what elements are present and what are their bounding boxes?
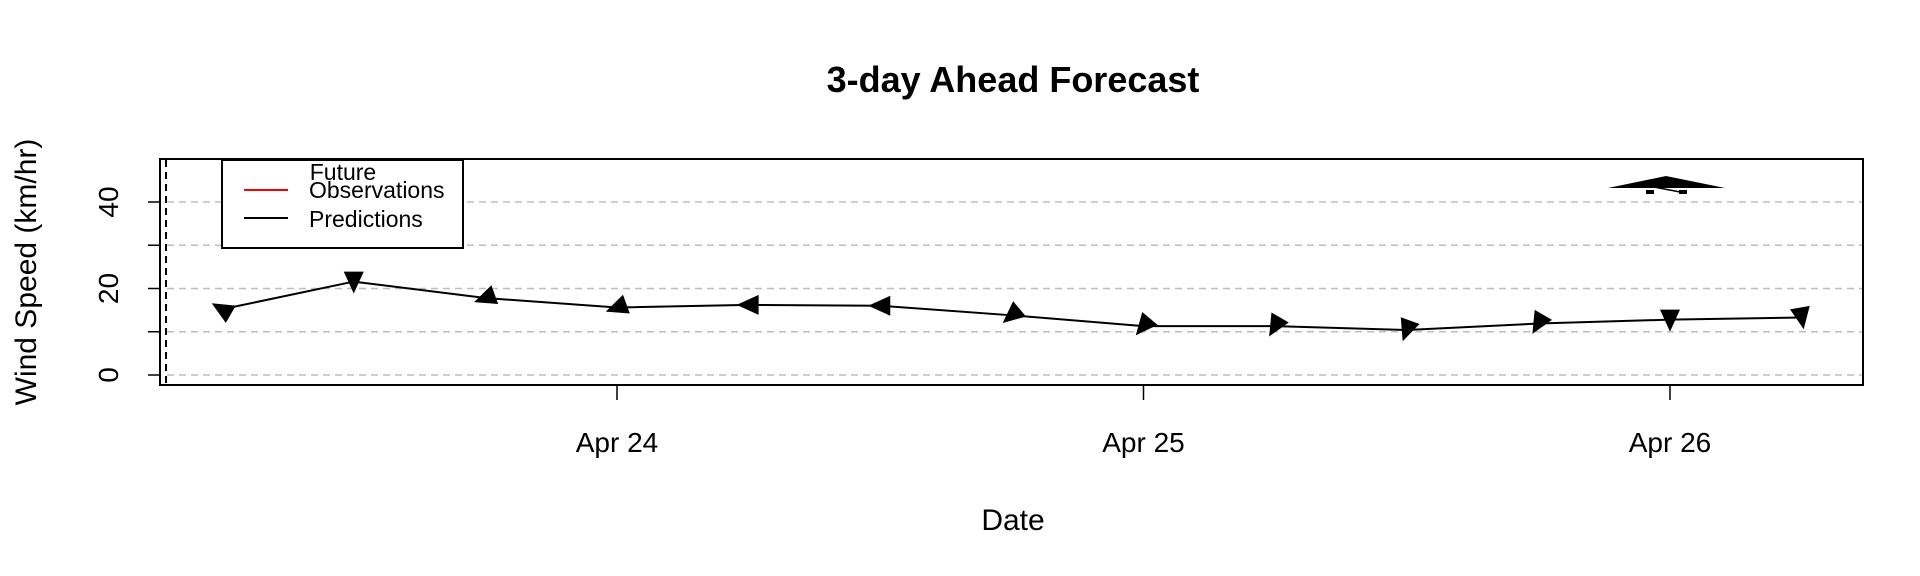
y-tick-label: 40 [93,186,124,217]
wind-arrow-point [474,285,499,304]
legend-title: Future [310,159,376,185]
y-axis: 0 20 40 [93,186,161,383]
wind-arrow-point [1790,305,1810,330]
x-axis-label: Date [981,504,1044,537]
wind-arrow-point [605,294,630,314]
wind-arrow-point [1002,301,1026,324]
legend-label-predictions: Predictions [309,206,423,232]
wind-arrow-point [1660,309,1680,332]
y-axis-label: Wind Speed (km/hr) [10,139,43,406]
y-tick-label: 0 [93,367,124,383]
chart-title: 3-day Ahead Forecast [827,59,1200,100]
wind-arrow-point [868,295,891,316]
legend-box [221,159,464,249]
y-tick-label: 20 [93,273,124,304]
x-axis: Apr 24 Apr 25 Apr 26 [576,385,1712,458]
wind-arrow-point [1135,312,1158,336]
legend-label-observations: Observations [309,177,445,203]
legend: Future Observations Predictions [221,159,464,249]
series-layer [211,271,1810,342]
wind-arrow-point [1532,309,1553,334]
compass-arrow-icon [1608,176,1725,194]
x-tick-label: Apr 26 [1629,427,1712,458]
wind-arrow-point [736,294,759,315]
x-tick-label: Apr 24 [576,427,659,458]
wind-arrow-point [343,271,364,294]
wind-arrow-point [1400,317,1420,342]
x-tick-label: Apr 25 [1102,427,1185,458]
wind-arrow-point [211,303,236,323]
wind-arrow-point [1269,312,1289,337]
